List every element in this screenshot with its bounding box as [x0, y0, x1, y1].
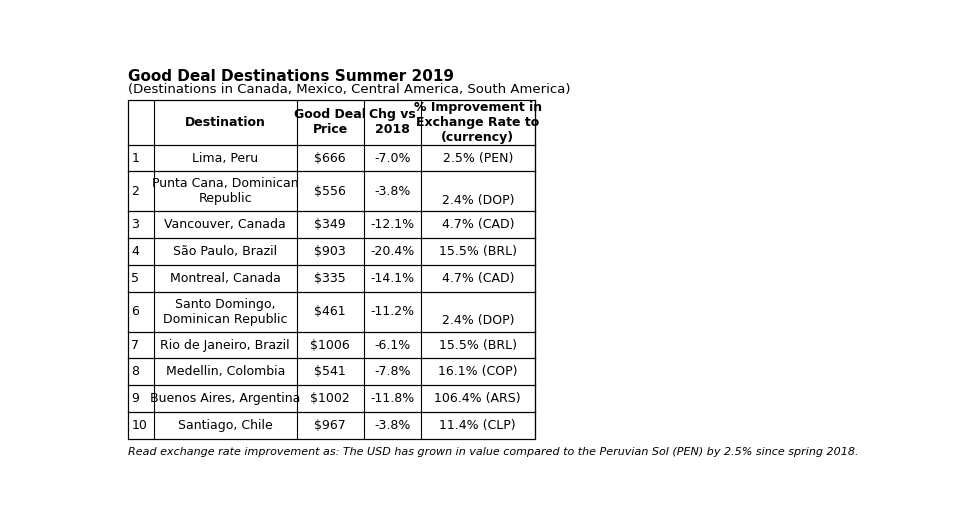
Text: 16.1% (COP): 16.1% (COP)	[438, 365, 518, 378]
Text: Rio de Janeiro, Brazil: Rio de Janeiro, Brazil	[160, 339, 290, 352]
Text: 2: 2	[131, 185, 139, 198]
Text: $461: $461	[315, 305, 346, 318]
Text: Santo Domingo,
Dominican Republic: Santo Domingo, Dominican Republic	[163, 298, 288, 326]
Text: $541: $541	[315, 365, 346, 378]
Text: 10: 10	[131, 419, 148, 432]
Text: $556: $556	[315, 185, 346, 198]
Text: Lima, Peru: Lima, Peru	[192, 152, 258, 164]
Text: Punta Cana, Dominican
Republic: Punta Cana, Dominican Republic	[152, 177, 298, 206]
Text: (Destinations in Canada, Mexico, Central America, South America): (Destinations in Canada, Mexico, Central…	[128, 83, 570, 96]
Text: -11.8%: -11.8%	[370, 392, 414, 405]
Text: 1: 1	[131, 152, 139, 164]
Text: $1006: $1006	[311, 339, 350, 352]
Text: $1002: $1002	[311, 392, 350, 405]
Text: 15.5% (BRL): 15.5% (BRL)	[439, 339, 517, 352]
Text: Buenos Aires, Argentina: Buenos Aires, Argentina	[151, 392, 300, 405]
Text: 5: 5	[131, 272, 139, 285]
Text: -7.0%: -7.0%	[374, 152, 410, 164]
Text: $967: $967	[315, 419, 346, 432]
Text: $903: $903	[315, 245, 346, 258]
Text: -20.4%: -20.4%	[370, 245, 414, 258]
Text: Destination: Destination	[185, 116, 266, 129]
Text: -3.8%: -3.8%	[374, 419, 410, 432]
Text: -14.1%: -14.1%	[370, 272, 414, 285]
Text: 4.7% (CAD): 4.7% (CAD)	[441, 272, 514, 285]
Text: -3.8%: -3.8%	[374, 185, 410, 198]
Text: $666: $666	[315, 152, 346, 164]
Text: Vancouver, Canada: Vancouver, Canada	[164, 218, 286, 231]
Text: Read exchange rate improvement as: The USD has grown in value compared to the Pe: Read exchange rate improvement as: The U…	[128, 447, 858, 456]
Text: 15.5% (BRL): 15.5% (BRL)	[439, 245, 517, 258]
Text: Good Deal Destinations Summer 2019: Good Deal Destinations Summer 2019	[128, 69, 454, 84]
Text: 4: 4	[131, 245, 139, 258]
Text: 11.4% (CLP): 11.4% (CLP)	[439, 419, 516, 432]
Text: 3: 3	[131, 218, 139, 231]
Text: 2.5% (PEN): 2.5% (PEN)	[442, 152, 513, 164]
Text: -6.1%: -6.1%	[374, 339, 410, 352]
Text: Medellin, Colombia: Medellin, Colombia	[166, 365, 285, 378]
Text: 9: 9	[131, 392, 139, 405]
Text: $349: $349	[315, 218, 346, 231]
Text: 106.4% (ARS): 106.4% (ARS)	[434, 392, 521, 405]
Text: 6: 6	[131, 305, 139, 318]
Text: 8: 8	[131, 365, 139, 378]
Text: $335: $335	[315, 272, 346, 285]
Text: -12.1%: -12.1%	[370, 218, 414, 231]
Text: Montreal, Canada: Montreal, Canada	[170, 272, 281, 285]
Text: -7.8%: -7.8%	[374, 365, 410, 378]
Text: -11.2%: -11.2%	[370, 305, 414, 318]
Text: Good Deal
Price: Good Deal Price	[294, 108, 366, 136]
Text: São Paulo, Brazil: São Paulo, Brazil	[174, 245, 277, 258]
Bar	[128, 100, 534, 439]
Text: 2.4% (DOP): 2.4% (DOP)	[441, 314, 514, 327]
Text: 4.7% (CAD): 4.7% (CAD)	[441, 218, 514, 231]
Text: Santiago, Chile: Santiago, Chile	[178, 419, 272, 432]
Text: % Improvement in
Exchange Rate to
(currency): % Improvement in Exchange Rate to (curre…	[413, 101, 542, 144]
Text: 2.4% (DOP): 2.4% (DOP)	[441, 194, 514, 207]
Text: 7: 7	[131, 339, 139, 352]
Text: Chg vs
2018: Chg vs 2018	[369, 108, 415, 136]
